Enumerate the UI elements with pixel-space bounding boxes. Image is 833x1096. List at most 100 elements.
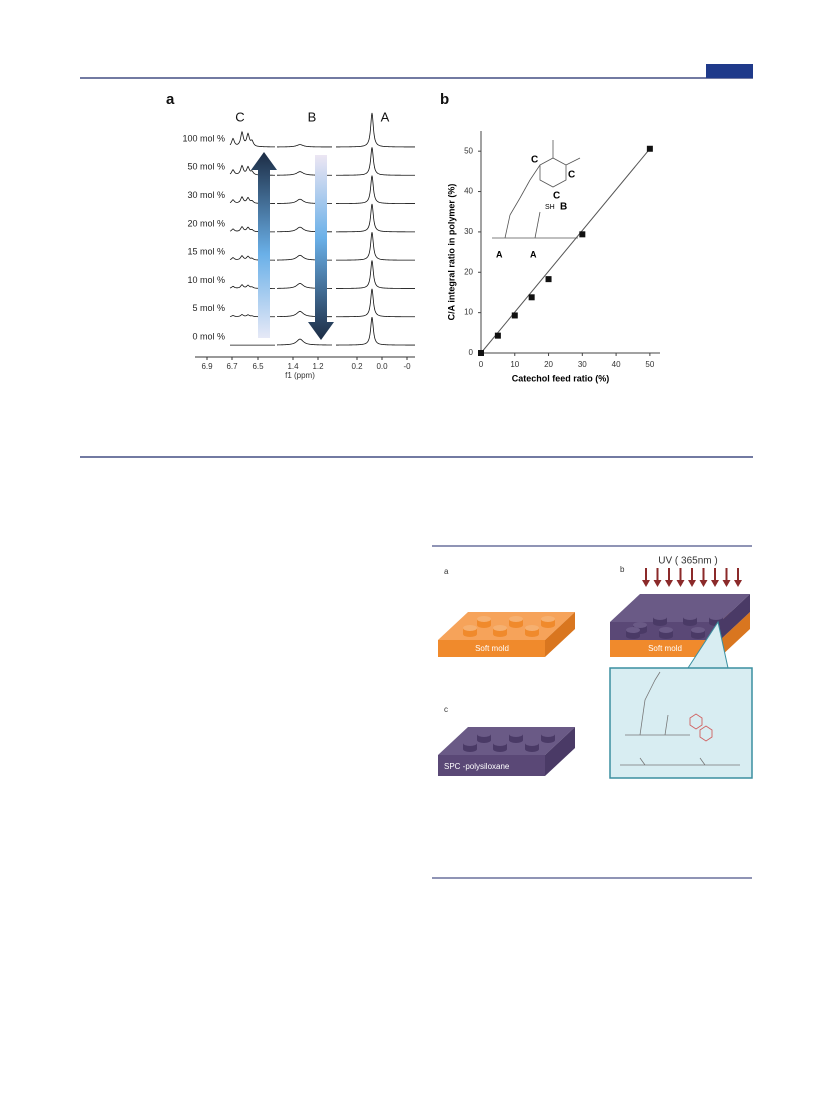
x-tick-label: 0 [479,360,484,369]
panel-label: a [444,567,449,576]
structure-label: C [568,170,575,181]
spectrum [336,260,415,289]
pillar-top [477,616,491,622]
row-label: 15 mol % [187,247,225,257]
uv-arrowhead [653,580,662,587]
pillar-base [653,620,667,626]
panel-label: c [444,705,448,714]
x-tick-label: 30 [578,360,587,369]
pillar-top [633,622,647,628]
uv-arrowhead [734,580,742,587]
uv-arrowhead [722,580,731,587]
panel-label: b [620,565,625,574]
x-tick-label: 10 [510,360,519,369]
y-tick-label: 20 [464,267,473,276]
spectrum [336,288,415,318]
uv-label: UV ( 365nm ) [658,556,717,567]
pillar-base [525,746,539,752]
slab-side [720,594,750,640]
pillar-base [463,631,477,637]
tick-label: -0 [403,362,411,371]
point [478,350,484,356]
pillar-top [525,625,539,631]
uv-arrowhead [665,580,673,587]
tick-label: 1.4 [287,362,299,371]
pillar-top [509,616,523,622]
pillar-top [493,740,507,746]
pillar-base [509,737,523,743]
peak-label: A [381,109,390,124]
peak-label: C [235,109,244,124]
tick-label: 6.9 [201,362,213,371]
arrow-up [251,152,277,338]
point [528,294,535,301]
structure-label: SH [545,204,555,211]
pillar-base [709,620,723,626]
fabrication-scheme [438,568,753,779]
y-tick-label: 10 [464,308,473,317]
spectrum [277,338,333,346]
spectrum [336,147,415,176]
pillar-base [477,622,491,628]
pillar-base [463,746,477,752]
row-label: 50 mol % [187,162,225,172]
row-label: 20 mol % [187,218,225,228]
pillar-base [525,631,539,637]
tick-label: 1.2 [312,362,324,371]
spectrum [336,203,415,233]
peak-label: B [308,109,317,124]
tick-label: 0.2 [351,362,363,371]
pillar-top [626,627,640,633]
row-label: 0 mol % [192,331,225,341]
slab-front [438,640,545,657]
arrow-down [308,155,334,340]
pillar-top [541,616,555,622]
row-label: 5 mol % [192,303,225,313]
point [579,231,586,238]
x-axis-title: Catechol feed ratio (%) [512,373,610,383]
callout-box [609,667,753,779]
pillar-top [463,740,477,746]
chem-sketch-red [689,713,713,742]
row-label: 10 mol % [187,275,225,285]
structure-label: C [553,191,560,202]
pillar-top [709,614,723,620]
x-tick-label: 20 [544,360,553,369]
slab-front [610,640,720,657]
pillar-base [477,737,491,743]
pillar-top [509,731,523,737]
mold-label: Soft mold [475,644,509,653]
pillar-top [525,740,539,746]
point [511,312,518,319]
y-tick-label: 40 [464,187,473,196]
pillar-base [541,622,555,628]
pillar-top [691,627,705,633]
axis-title: f1 (ppm) [285,371,315,380]
tick-label: 6.5 [252,362,264,371]
structure-label: C [531,155,538,166]
uv-arrowhead [642,580,650,587]
slab-side [720,612,750,657]
product-label: SPC -polysiloxane [444,762,510,771]
chem-sketch [620,671,740,766]
row-label: 30 mol % [187,190,225,200]
uv-arrowhead [711,580,719,587]
header-block [706,64,753,78]
spectrum [336,175,415,204]
spectrum [277,144,332,148]
point [494,332,501,339]
panel-label: a [166,91,175,108]
tick-label: 6.7 [226,362,238,371]
pillar-base [493,746,507,752]
spectrum [336,112,415,148]
uv-arrowhead [688,580,696,587]
row-label: 100 mol % [182,133,225,143]
panel-label: b [440,91,449,108]
tick-label: 0.0 [376,362,388,371]
structure-label: A [530,249,537,259]
y-tick-label: 50 [464,146,473,155]
point [545,276,552,283]
pillar-top [493,625,507,631]
pillar-top [463,625,477,631]
